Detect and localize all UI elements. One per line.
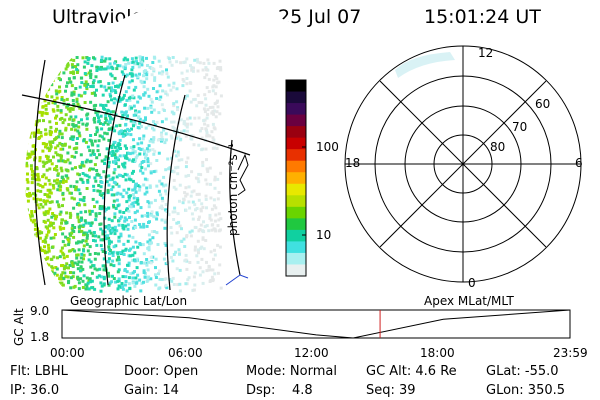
gc-alt-value: GC Alt: 4.6 Re bbox=[366, 364, 457, 379]
colorbar-tick-10: 10 bbox=[316, 228, 332, 242]
colorbar-segment bbox=[286, 241, 306, 254]
colorbar-segment bbox=[286, 149, 306, 162]
colorbar-segment bbox=[286, 206, 306, 219]
uv-image bbox=[25, 55, 223, 293]
colorbar-segment bbox=[286, 183, 306, 196]
colorbar-segment bbox=[286, 229, 306, 242]
timeline-ytick-max: 9.0 bbox=[30, 304, 50, 318]
colorbar-segment bbox=[286, 137, 306, 150]
geographic-grid bbox=[21, 59, 251, 291]
mlt-label-18: 18 bbox=[345, 156, 361, 170]
mlt-label-12: 12 bbox=[478, 46, 494, 60]
colorbar-segment bbox=[286, 103, 306, 116]
colorbar-segment bbox=[286, 218, 306, 231]
colorbar-segment bbox=[286, 91, 306, 104]
glat-value: GLat: -55.0 bbox=[486, 364, 559, 379]
timeline-xtick-0: 00:00 bbox=[50, 346, 85, 360]
mlat-label-60: 60 bbox=[535, 97, 551, 111]
polar-plot bbox=[344, 45, 582, 283]
mlt-label-0: 0 bbox=[468, 276, 476, 290]
colorbar-segment bbox=[286, 80, 306, 93]
colorbar-label: photon cm⁻²s⁻¹ bbox=[226, 143, 240, 236]
seq-value: Seq: 39 bbox=[366, 383, 416, 398]
time-label: 15:01:24 UT bbox=[424, 6, 541, 28]
mlat-label-70: 70 bbox=[512, 120, 528, 134]
mode-value: Mode: Normal bbox=[246, 364, 337, 379]
colorbar-segment bbox=[286, 264, 306, 277]
timeline-left-label: Geographic Lat/Lon bbox=[70, 294, 188, 308]
colorbar-tick-100: 100 bbox=[316, 140, 339, 154]
timeline-ytick-min: 1.8 bbox=[30, 330, 50, 344]
colorbar-segment bbox=[286, 160, 306, 173]
colorbar-segment bbox=[286, 172, 306, 185]
timeline-right-label: Apex MLat/MLT bbox=[424, 294, 514, 308]
date-label: 25 Jul 07 bbox=[278, 6, 362, 28]
filter-value: Flt: LBHL bbox=[10, 364, 68, 379]
timeline-xtick-2: 12:00 bbox=[294, 346, 329, 360]
timeline-plot bbox=[61, 309, 571, 339]
colorbar-segment bbox=[286, 252, 306, 265]
colorbar-segment bbox=[286, 126, 306, 139]
timeline-ylabel: GC Alt bbox=[12, 308, 26, 346]
altitude-series-line bbox=[61, 309, 571, 339]
mlat-label-80: 80 bbox=[490, 140, 506, 154]
colorbar-frame bbox=[285, 79, 307, 277]
timeline-xtick-4: 23:59 bbox=[553, 346, 588, 360]
gain-value: Gain: 14 bbox=[124, 383, 179, 398]
glon-value: GLon: 350.5 bbox=[486, 383, 566, 398]
door-value: Door: Open bbox=[124, 364, 199, 379]
timeline-xtick-3: 18:00 bbox=[420, 346, 455, 360]
timeline-xtick-1: 06:00 bbox=[168, 346, 203, 360]
colorbar-segment bbox=[286, 114, 306, 127]
coastline bbox=[225, 153, 249, 286]
dsp-value: Dsp: 4.8 bbox=[246, 383, 313, 398]
colorbar-segment bbox=[286, 195, 306, 208]
colorbar bbox=[286, 80, 306, 277]
mlt-label-6: 6 bbox=[575, 156, 583, 170]
ip-value: IP: 36.0 bbox=[10, 383, 60, 398]
